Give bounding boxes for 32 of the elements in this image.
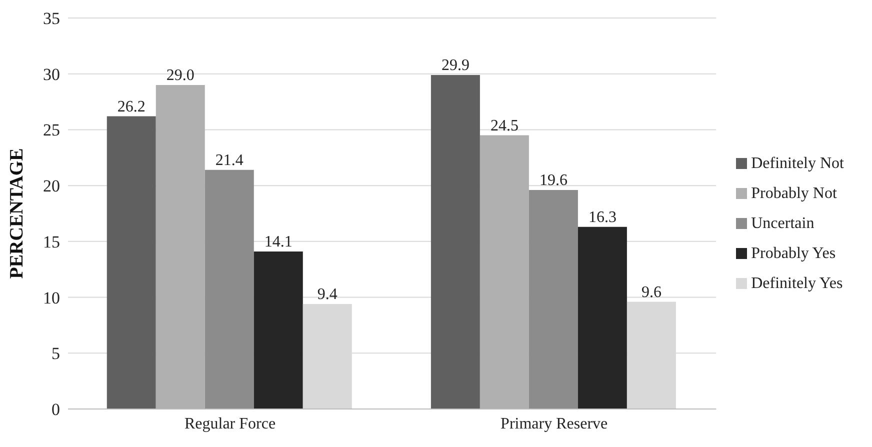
data-label: 24.5 [490,117,518,134]
y-tick-label: 15 [43,232,60,252]
y-tick-label: 20 [43,176,60,196]
y-tick-label: 25 [43,120,60,140]
data-label: 29.9 [441,56,470,74]
bar [578,226,627,409]
legend-label: Probably Not [751,184,837,202]
data-label: 16.3 [588,208,616,226]
data-label: 19.6 [539,172,568,190]
legend-label: Probably Yes [751,244,836,262]
y-tick-label: 35 [43,9,60,28]
data-label: 9.4 [317,286,338,303]
x-tick-label: Regular Force [184,415,276,432]
legend-label: Definitely Yes [751,274,843,292]
y-axis-title: PERCENTAGE [6,148,28,279]
y-tick-label: 10 [43,288,60,308]
bar [254,251,303,409]
bar [106,116,156,409]
data-label: 21.4 [215,152,244,169]
y-tick-label: 30 [43,64,60,84]
y-tick-label: 5 [52,344,60,364]
bar [528,190,578,409]
data-label: 29.0 [166,67,194,84]
x-tick-label: Primary Reserve [500,415,608,432]
data-label: 26.2 [117,98,146,116]
bar [204,170,254,409]
bar [430,74,480,409]
data-label: 14.1 [264,233,292,250]
data-label: 9.6 [641,284,662,301]
legend-label: Uncertain [751,214,814,232]
y-tick-label: 0 [52,400,60,420]
legend-label: Definitely Not [751,154,844,172]
